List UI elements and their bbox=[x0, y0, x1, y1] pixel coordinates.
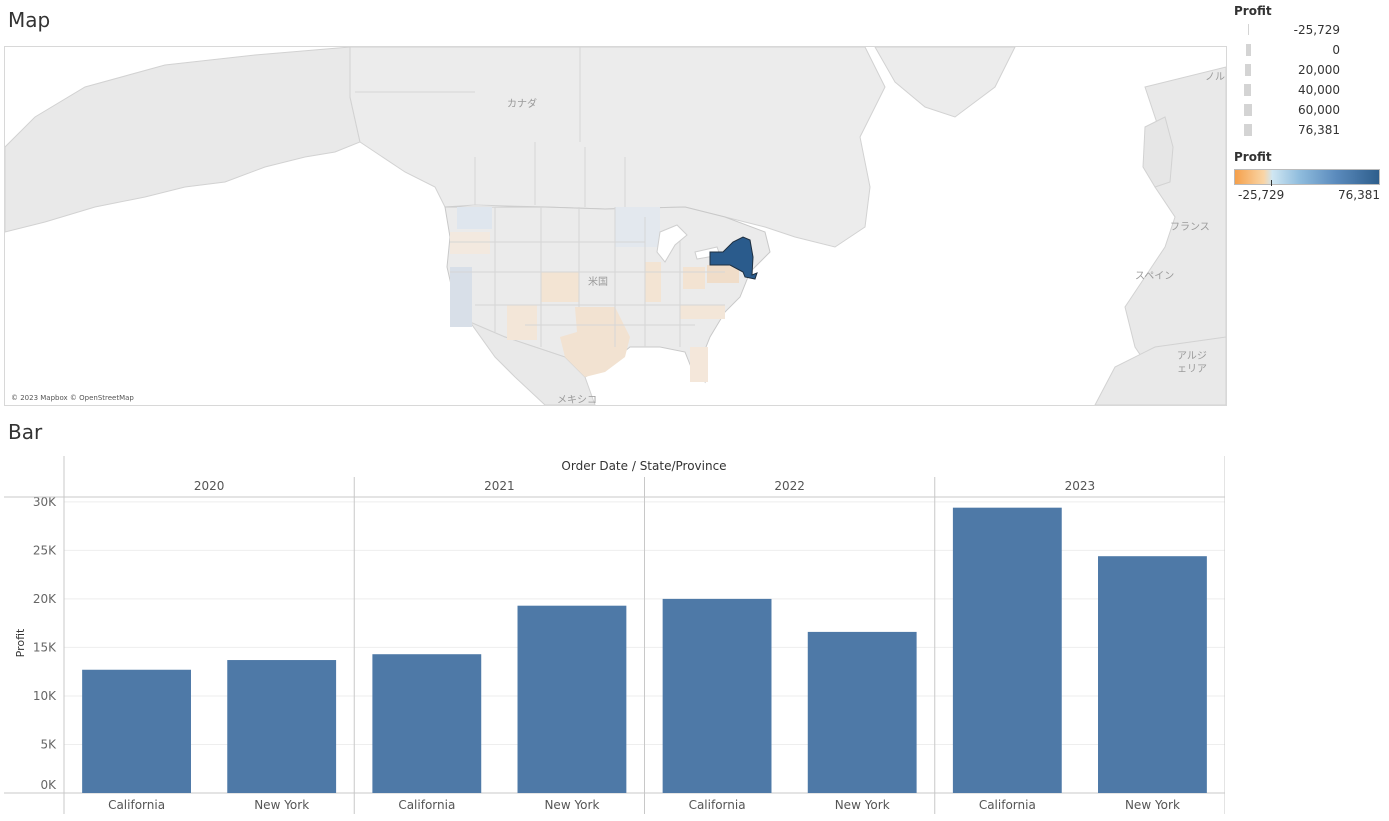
size-legend[interactable]: Profit -25,729 0 20,000 40,000 60,000 76… bbox=[1234, 4, 1384, 140]
size-legend-item: 76,381 bbox=[1234, 120, 1384, 140]
map-state-illinois bbox=[645, 262, 661, 302]
map-state-great-lakes-region bbox=[615, 207, 660, 247]
size-legend-label: 20,000 bbox=[1298, 63, 1340, 77]
bar-2021-new-york[interactable] bbox=[517, 605, 627, 793]
map-state-arizona bbox=[507, 305, 537, 340]
size-legend-item: 0 bbox=[1234, 40, 1384, 60]
x-category-label: California bbox=[979, 798, 1036, 812]
size-legend-item: 60,000 bbox=[1234, 100, 1384, 120]
map-land-africa bbox=[1094, 336, 1226, 405]
bar-2023-california[interactable] bbox=[952, 507, 1062, 793]
map-label-spain: スペイン bbox=[1135, 271, 1174, 282]
size-legend-mark bbox=[1246, 44, 1251, 56]
color-legend-title: Profit bbox=[1234, 150, 1272, 164]
bar-chart-svg[interactable]: Order Date / State/Province Profit 0K 5K 1… bbox=[4, 450, 1226, 814]
year-header: 2023 bbox=[1065, 479, 1096, 493]
x-category-label: California bbox=[689, 798, 746, 812]
x-category-label: California bbox=[398, 798, 455, 812]
size-legend-mark bbox=[1244, 104, 1252, 116]
size-legend-label: 0 bbox=[1332, 43, 1340, 57]
map-label-usa: 米国 bbox=[588, 275, 608, 288]
y-axis-title: Profit bbox=[14, 628, 27, 657]
color-legend[interactable]: Profit -25,729 76,381 bbox=[1234, 150, 1384, 204]
map-state-california bbox=[450, 267, 472, 327]
bar-2023-new-york[interactable] bbox=[1098, 556, 1207, 793]
y-tick-label: 5K bbox=[40, 737, 57, 751]
size-legend-title: Profit bbox=[1234, 4, 1272, 18]
color-ramp bbox=[1234, 169, 1380, 186]
size-legend-mark bbox=[1248, 24, 1249, 35]
y-tick-label: 20K bbox=[33, 592, 57, 606]
map-view[interactable]: カナダ 米国 メキシコ フランス スペイン アルジ ェリア ノル © 2023 … bbox=[4, 46, 1227, 406]
size-legend-label: 76,381 bbox=[1298, 123, 1340, 137]
y-tick-label: 25K bbox=[33, 543, 57, 557]
x-category-label: New York bbox=[254, 798, 309, 812]
map-state-oregon bbox=[450, 232, 490, 254]
x-category-label: New York bbox=[1125, 798, 1180, 812]
year-header: 2022 bbox=[774, 479, 805, 493]
color-legend-max: 76,381 bbox=[1338, 188, 1380, 202]
map-label-mexico: メキシコ bbox=[557, 395, 597, 405]
y-tick-label: 0K bbox=[40, 778, 57, 792]
map-state-ohio bbox=[683, 267, 705, 289]
x-category-label: New York bbox=[544, 798, 599, 812]
bar-2021-california[interactable] bbox=[372, 654, 482, 793]
year-header: 2021 bbox=[484, 479, 515, 493]
map-title: Map bbox=[8, 8, 51, 32]
map-attribution[interactable]: © 2023 Mapbox © OpenStreetMap bbox=[11, 394, 134, 402]
map-state-pennsylvania bbox=[707, 265, 739, 283]
bar-chart[interactable]: Order Date / State/Province Profit 0K 5K 1… bbox=[4, 450, 1226, 814]
bar-2020-new-york[interactable] bbox=[227, 660, 337, 793]
color-legend-min: -25,729 bbox=[1238, 188, 1285, 202]
size-legend-mark bbox=[1244, 84, 1251, 96]
x-category-label: California bbox=[108, 798, 165, 812]
map-state-washington bbox=[457, 207, 492, 229]
map-state-colorado bbox=[541, 272, 579, 302]
map-state-borders bbox=[355, 47, 725, 347]
map-state-new-york[interactable] bbox=[709, 236, 758, 280]
size-legend-label: -25,729 bbox=[1293, 23, 1340, 37]
map-label-algeria-line1: アルジ bbox=[1177, 351, 1207, 362]
map-land-uk bbox=[1142, 116, 1174, 188]
year-header: 2020 bbox=[194, 479, 225, 493]
size-legend-item: -25,729 bbox=[1234, 20, 1384, 40]
size-legend-mark bbox=[1245, 64, 1251, 76]
column-header: Order Date / State/Province bbox=[561, 459, 726, 473]
bar-2020-california[interactable] bbox=[82, 669, 191, 793]
map-state-north-carolina bbox=[680, 305, 725, 319]
bar-title: Bar bbox=[8, 420, 43, 444]
y-tick-label: 15K bbox=[33, 640, 57, 654]
map-canvas[interactable]: カナダ 米国 メキシコ フランス スペイン アルジ ェリア ノル bbox=[5, 47, 1226, 405]
map-land-greenland bbox=[874, 47, 1016, 118]
map-label-algeria-line2: ェリア bbox=[1177, 364, 1207, 375]
size-legend-label: 40,000 bbox=[1298, 83, 1340, 97]
bar-2022-new-york[interactable] bbox=[807, 631, 917, 793]
y-tick-label: 30K bbox=[33, 495, 57, 509]
color-ramp-zero-tick bbox=[1271, 180, 1272, 186]
x-category-label: New York bbox=[835, 798, 890, 812]
map-state-florida bbox=[690, 347, 708, 382]
map-land-mexico bbox=[468, 320, 596, 405]
size-legend-mark bbox=[1244, 124, 1252, 136]
size-legend-label: 60,000 bbox=[1298, 103, 1340, 117]
map-label-france: フランス bbox=[1170, 221, 1210, 233]
size-legend-item: 40,000 bbox=[1234, 80, 1384, 100]
map-label-norway: ノル bbox=[1205, 72, 1225, 83]
y-tick-label: 10K bbox=[33, 689, 57, 703]
bar-2022-california[interactable] bbox=[662, 598, 772, 793]
map-land-alaska bbox=[5, 47, 361, 233]
size-legend-item: 20,000 bbox=[1234, 60, 1384, 80]
map-label-canada: カナダ bbox=[507, 97, 537, 110]
